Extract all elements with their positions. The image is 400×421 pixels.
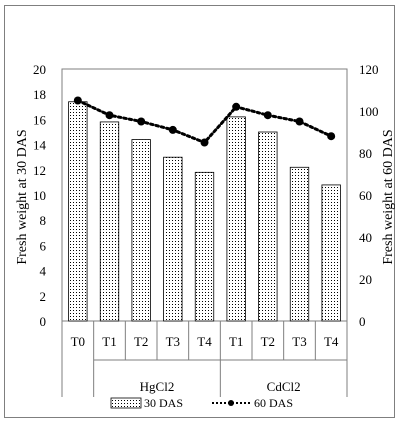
legend-label-30-das: 30 DAS [144, 396, 183, 410]
bar-30-das [99, 121, 120, 322]
x-tick-label: T2 [134, 334, 148, 349]
right-tick-label: 60 [359, 188, 372, 203]
bar-30-das [321, 184, 341, 322]
point-60-das [295, 117, 304, 126]
bar-series-30-das [68, 101, 341, 322]
x-tick-label: T4 [197, 334, 212, 349]
bar-30-das [163, 156, 183, 322]
point-60-das [232, 102, 241, 111]
point-60-das [168, 125, 177, 134]
bar-30-das [194, 171, 215, 322]
x-tick-label: T1 [229, 334, 243, 349]
x-tick-label: T3 [166, 334, 180, 349]
point-60-das [327, 132, 336, 141]
right-tick-label: 120 [359, 62, 379, 77]
right-tick-label: 20 [359, 272, 372, 287]
point-60-das [263, 111, 272, 120]
right-tick-label: 100 [359, 104, 379, 119]
right-tick-label: 0 [359, 314, 366, 329]
right-tick-label: 40 [359, 230, 372, 245]
left-tick-label: 12 [33, 163, 46, 178]
point-60-das [105, 111, 114, 120]
legend-marker-60-das [228, 400, 234, 406]
legend-label-60-das: 60 DAS [254, 396, 293, 410]
right-axis-ticks: 0 20 40 60 80 100 120 [359, 62, 379, 329]
point-60-das [137, 117, 146, 126]
x-tick-label: T0 [71, 334, 85, 349]
x-tick-label: T2 [261, 334, 275, 349]
left-tick-label: 8 [40, 213, 47, 228]
left-tick-label: 6 [40, 238, 47, 253]
legend-swatch-30-das [110, 397, 142, 409]
left-tick-label: 14 [33, 138, 47, 153]
right-axis-title: Fresh weight at 60 DAS [381, 129, 396, 264]
left-tick-label: 20 [33, 62, 46, 77]
group-label: HgCl2 [140, 379, 175, 394]
left-axis-ticks: 0 2 4 6 8 10 12 14 16 18 20 [33, 62, 47, 329]
line-series-60-das [73, 96, 336, 147]
bar-30-das [131, 139, 151, 322]
x-tick-label: T4 [324, 334, 339, 349]
left-axis-title: Fresh weight at 30 DAS [15, 129, 30, 264]
group-label: CdCl2 [267, 379, 301, 394]
bar-30-das [289, 166, 310, 322]
bar-30-das [68, 101, 88, 322]
category-axis: T0 T1 T2 T3 T4 T1 T2 T3 T4 HgCl2 CdCl2 [61, 321, 348, 397]
left-tick-label: 10 [33, 188, 46, 203]
left-tick-label: 0 [40, 314, 47, 329]
point-60-das [200, 138, 209, 147]
left-tick-label: 4 [40, 264, 47, 279]
bar-30-das [226, 116, 246, 322]
left-tick-label: 16 [33, 112, 47, 127]
x-tick-label: T1 [102, 334, 116, 349]
left-tick-label: 18 [33, 87, 46, 102]
left-tick-label: 2 [40, 289, 47, 304]
x-tick-label: T3 [292, 334, 306, 349]
right-tick-label: 80 [359, 146, 372, 161]
point-60-das [73, 96, 82, 105]
bar-30-das [258, 131, 278, 322]
legend: 30 DAS 60 DAS [110, 396, 293, 410]
